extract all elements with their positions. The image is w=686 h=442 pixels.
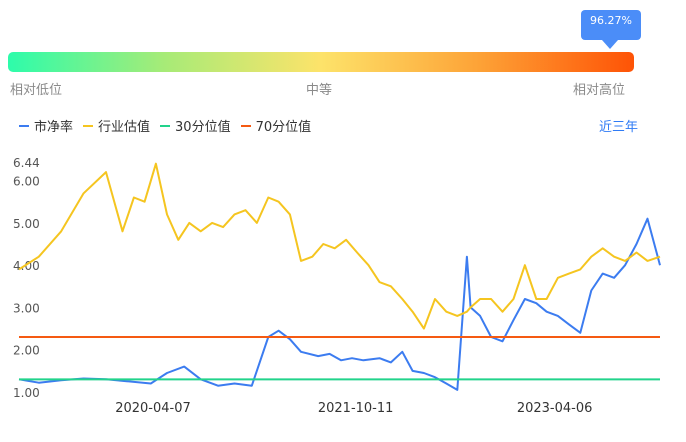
x-tick-label: 2023-04-06 <box>517 401 593 416</box>
legend-swatch <box>240 124 251 127</box>
gauge-low-label: 相对低位 <box>10 83 63 98</box>
chart-legend: 市净率 行业估值 30分位值 70分位值 <box>19 116 321 135</box>
percentile-gauge <box>8 0 634 100</box>
legend-label: 市净率 <box>34 120 74 135</box>
legend-swatch <box>83 124 94 127</box>
legend-label: 行业估值 <box>98 120 151 135</box>
legend-item-p70[interactable]: 70分位值 <box>240 116 312 135</box>
percentile-tooltip: 96.27% <box>581 10 641 49</box>
legend-label: 30分位值 <box>175 120 231 135</box>
legend-item-pb[interactable]: 市净率 <box>19 116 73 135</box>
legend-item-industry[interactable]: 行业估值 <box>83 116 150 135</box>
y-tick-label: 6.00 <box>13 175 40 189</box>
period-selector[interactable]: 近三年 <box>599 120 639 135</box>
y-tick-label: 2.00 <box>13 344 40 358</box>
gauge-gradient-bar <box>8 52 634 72</box>
y-tick-label: 5.00 <box>13 217 40 231</box>
percentile-value: 96.27% <box>590 14 632 27</box>
x-tick-label: 2020-04-07 <box>115 401 191 416</box>
y-tick-label: 6.44 <box>13 156 40 170</box>
x-tick-label: 2021-10-11 <box>318 401 394 416</box>
series-line-industry <box>18 162 661 330</box>
legend-item-p30[interactable]: 30分位值 <box>160 116 231 135</box>
y-tick-label: 4.00 <box>13 259 40 273</box>
gauge-high-label: 相对高位 <box>573 83 626 98</box>
y-tick-label: 3.00 <box>13 301 40 315</box>
y-tick-label: 1.00 <box>13 386 40 400</box>
gauge-mid-label: 中等 <box>306 83 333 98</box>
legend-swatch <box>160 124 171 127</box>
legend-label: 70分位值 <box>255 120 312 135</box>
series-line-pb <box>18 217 661 391</box>
legend-swatch <box>19 124 29 127</box>
